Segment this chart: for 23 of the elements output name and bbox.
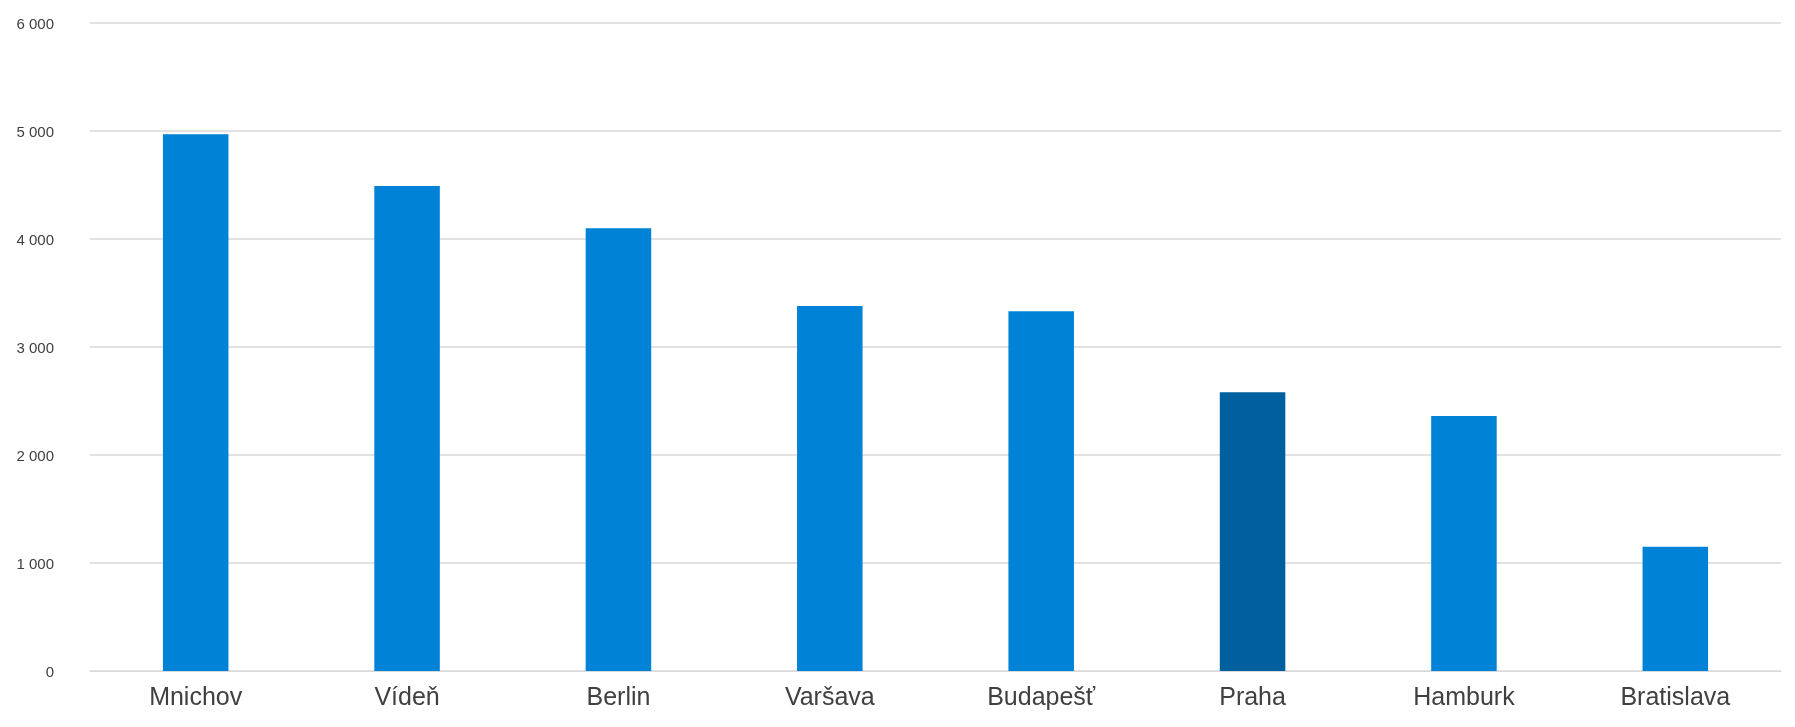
- x-tick-label: Mnichov: [149, 681, 243, 710]
- bar: [1431, 416, 1497, 671]
- bar: [797, 305, 863, 671]
- bar: [1642, 546, 1709, 671]
- x-tick-label: Vídeň: [374, 681, 440, 710]
- y-tick-label: 5 000: [16, 122, 54, 140]
- y-tick-label: 6 000: [16, 14, 54, 32]
- x-tick-label: Varšava: [784, 681, 875, 710]
- bar: [374, 186, 440, 671]
- y-tick-label: 1 000: [16, 554, 54, 572]
- x-tick-label: Budapešť: [987, 681, 1096, 710]
- bar: [1219, 392, 1286, 671]
- x-tick-label: Praha: [1219, 681, 1287, 710]
- x-tick-label: Hamburk: [1413, 681, 1516, 710]
- y-tick-label: 2 000: [16, 446, 54, 464]
- x-tick-label: Berlin: [586, 681, 651, 710]
- bar: [162, 134, 229, 671]
- y-tick-label: 0: [45, 662, 54, 680]
- bar: [585, 228, 652, 671]
- y-tick-label: 3 000: [16, 338, 54, 356]
- y-tick-label: 4 000: [16, 230, 54, 248]
- bar: [1008, 311, 1074, 671]
- x-tick-label: Bratislava: [1620, 681, 1731, 710]
